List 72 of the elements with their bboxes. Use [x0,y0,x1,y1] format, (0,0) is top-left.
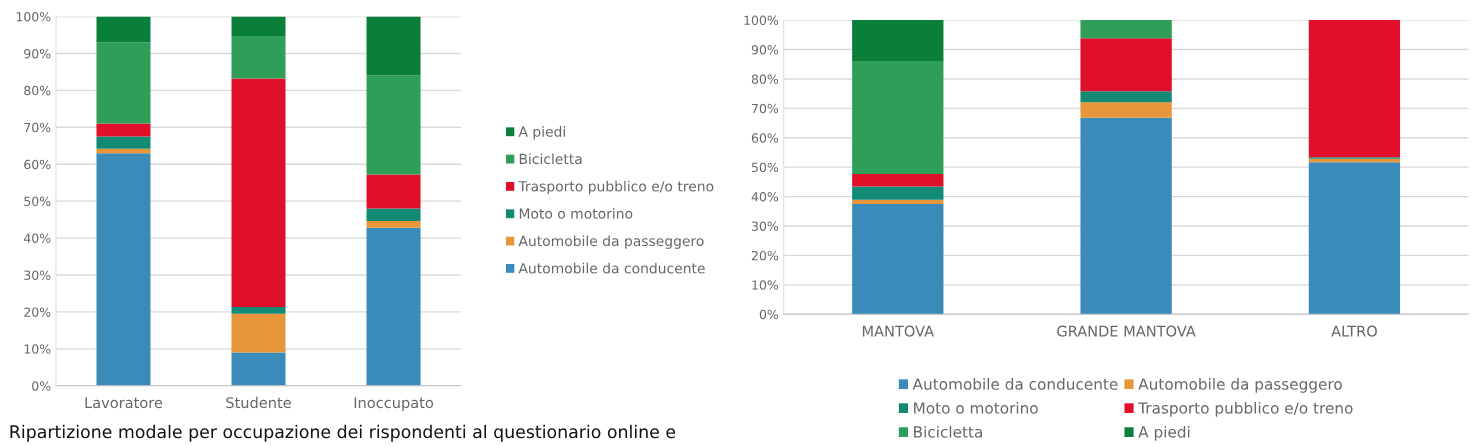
bar [96,153,151,386]
legend-label: Trasporto pubblico e/o treno [518,180,714,195]
bar [231,78,286,308]
bar [231,352,286,386]
bar [96,16,151,43]
legend-label: Automobile da conducente [912,377,1118,390]
legend-label: Automobile da passeggero [1138,377,1342,393]
y-tick-label: 90% [751,45,779,55]
y-tick-label: 80% [24,85,51,96]
bar [231,313,286,353]
bar [231,16,286,37]
bar [852,199,944,204]
legend-label: Automobile da passeggero [518,235,704,249]
bar [1080,20,1172,39]
y-tick-label: 20% [24,307,51,317]
legend-label: Moto o motorino [519,208,633,219]
legend-label: Bicicletta [519,153,582,165]
bar [366,227,421,386]
bar [1080,38,1172,92]
y-tick-label: 60% [24,159,51,170]
bar [1308,162,1401,315]
x-tick-label: MANTOVA [862,325,934,337]
bar [1080,102,1172,118]
y-tick-label: 100% [744,15,779,26]
legend-label: Automobile da conducente [518,262,705,274]
bar [96,123,151,137]
x-tick-label: Lavoratore [85,397,163,409]
bar [852,20,944,61]
x-tick-label: Inoccupato [354,397,434,411]
legend-label: Moto o motorino [914,401,1038,414]
y-tick-label: 0% [759,309,779,320]
bar [366,174,421,209]
bar [366,208,421,222]
legend-label: Trasporto pubblico e/o treno [1138,401,1353,417]
legend-label: A piedi [1138,425,1190,441]
y-tick-label: 70% [752,103,779,114]
y-tick-label: 30% [751,221,779,231]
y-tick-label: 80% [751,74,779,84]
y-tick-label: 60% [751,133,779,143]
bar [1308,20,1401,158]
bar [366,221,421,228]
bar [852,61,944,174]
bar [96,42,151,124]
bar [852,173,944,187]
y-tick-label: 90% [24,48,51,59]
bar [1080,91,1172,103]
y-tick-label: 10% [24,344,51,354]
y-tick-label: 20% [751,250,779,261]
bar [231,36,286,79]
x-tick-label: GRANDE MANTOVA [1057,325,1196,337]
bar [96,148,151,154]
y-tick-label: 40% [751,192,779,202]
bar [96,136,151,149]
y-tick-label: 10% [752,280,779,290]
y-tick-label: 40% [23,233,51,243]
x-tick-label: ALTRO [1331,325,1377,337]
x-tick-label: Studente [226,396,291,409]
y-tick-label: 50% [24,196,51,207]
bar [366,75,421,175]
y-tick-label: 30% [24,270,51,280]
y-tick-label: 0% [32,381,51,391]
bar [231,307,286,314]
bar [852,186,944,200]
legend-label: A piedi [518,126,565,140]
bar [1080,117,1172,315]
y-tick-label: 70% [24,122,51,133]
bar [852,203,944,315]
y-tick-label: 100% [16,12,51,22]
bar [366,16,421,76]
y-tick-label: 50% [751,162,779,173]
legend-label: Bicicletta [914,425,982,438]
text: Ripartizione modale per occupazione dei rispondenti al questionario online e [10,424,676,442]
